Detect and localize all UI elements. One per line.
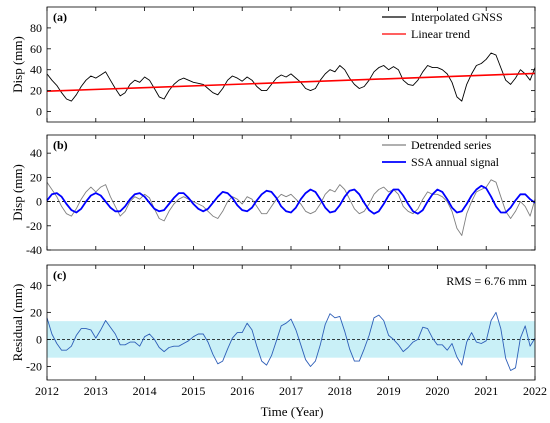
y-tick-label: 40	[30, 146, 42, 160]
y-tick-label: 40	[30, 63, 42, 77]
panel-a: 0 20 40 60 80 Disp (mm) (a) Interpolated GNSS Li…	[10, 6, 536, 123]
x-tick-label: 2012	[35, 384, 59, 398]
series-line-detrended-series	[46, 179, 536, 236]
rms-band	[47, 321, 535, 358]
y-tick-label: -20	[26, 359, 42, 373]
panel-label: (a)	[53, 10, 67, 24]
x-tick-label: 2021	[474, 384, 498, 398]
legend-entry: Detrended series	[411, 138, 492, 152]
x-tick-label: 2016	[230, 384, 254, 398]
y-tick-label: 20	[30, 84, 42, 98]
y-axis-label: Residual (mm)	[10, 284, 25, 362]
x-tick-label: 2019	[377, 384, 401, 398]
x-tick-label: 2013	[84, 384, 108, 398]
x-tick-label: 2017	[279, 384, 303, 398]
y-tick-label: -40	[26, 243, 42, 257]
x-tick-label: 2020	[425, 384, 449, 398]
panel-b: -40 -20 0 20 40 Disp (mm) (b) Detrended series S…	[10, 134, 536, 257]
series-line-linear-trend	[46, 72, 536, 92]
y-tick-label: 20	[30, 170, 42, 184]
rms-annotation: RMS = 6.76 mm	[446, 274, 527, 288]
y-tick-label: 0	[36, 105, 42, 119]
y-tick-label: 40	[30, 278, 42, 292]
series-line-residual	[46, 311, 536, 371]
x-tick-label: 2018	[328, 384, 352, 398]
y-axis-label: Disp (mm)	[10, 164, 25, 221]
y-axis-label: Disp (mm)	[10, 36, 25, 93]
x-tick-label: 2022	[523, 384, 547, 398]
y-tick-label: 80	[30, 21, 42, 35]
axes-frame	[46, 134, 536, 251]
x-axis-label: Time (Year)	[261, 404, 324, 419]
legend-entry: Interpolated GNSS	[411, 10, 503, 24]
y-tick-label: 60	[30, 42, 42, 56]
legend-entry: Linear trend	[411, 27, 470, 41]
panel-label: (c)	[53, 268, 66, 282]
panel-label: (b)	[53, 138, 68, 152]
y-tick-label: -20	[26, 219, 42, 233]
y-tick-label: 20	[30, 305, 42, 319]
x-tick-label: 2014	[133, 384, 157, 398]
axes-frame	[46, 6, 536, 123]
panel-c: -20 0 20 40 2012 2013 2014 2015 2016 2017 2018 2019…	[10, 264, 547, 398]
y-tick-label: 0	[36, 332, 42, 346]
y-tick-label: 0	[36, 195, 42, 209]
series-line-interpolated-gnss	[46, 52, 536, 102]
x-tick-label: 2015	[181, 384, 205, 398]
legend-entry: SSA annual signal	[411, 155, 500, 169]
series-line-ssa-annual-signal	[46, 184, 536, 215]
